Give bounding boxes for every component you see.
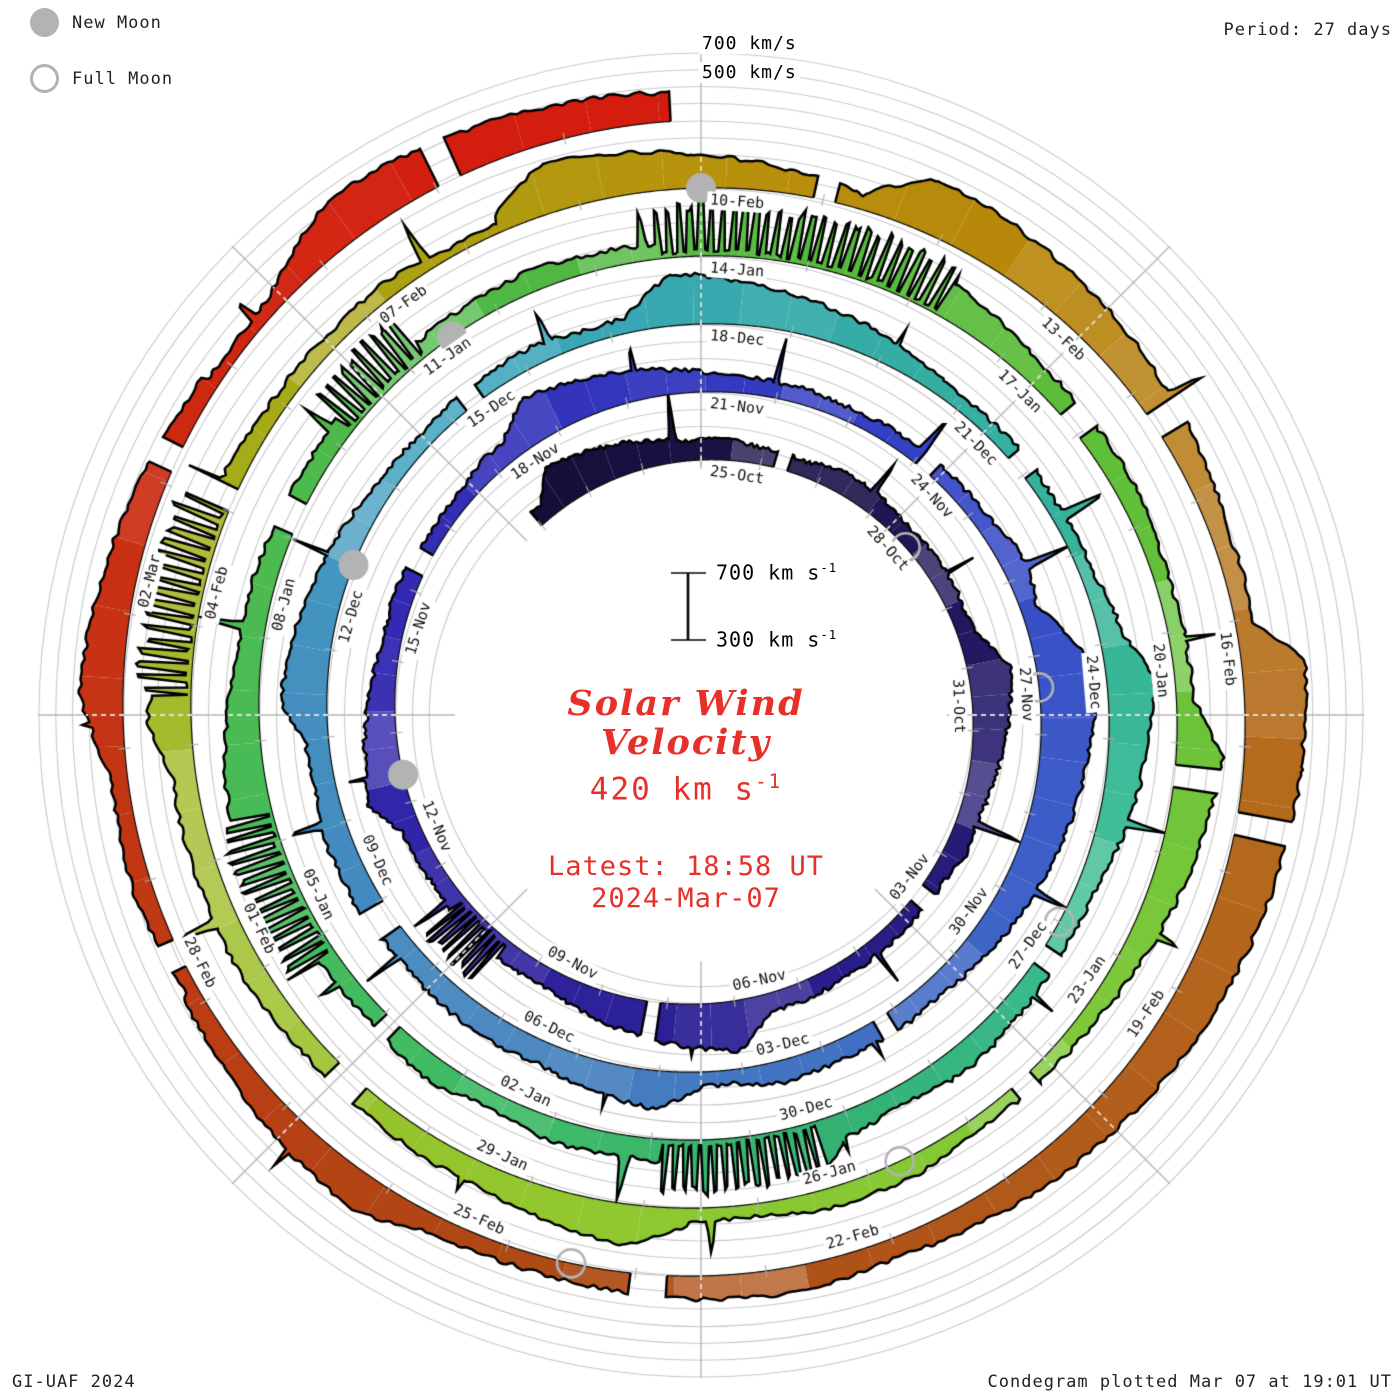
plotted-time-label: Condegram plotted Mar 07 at 19:01 UT (987, 1372, 1392, 1392)
scale-top-text: 700 km s (716, 560, 821, 585)
credit-label: GI-UAF 2024 (12, 1372, 136, 1392)
current-velocity-sup: -1 (755, 770, 783, 793)
scale-bottom-label: 300 km s-1 (714, 627, 840, 652)
latest-time-label: Latest: 18:58 UT (547, 851, 825, 883)
scale-bottom-sup: -1 (820, 627, 838, 642)
chart-title-line1: Solar Wind (567, 683, 805, 724)
legend-full-moon-label: Full Moon (72, 69, 174, 89)
scale-top-sup: -1 (820, 560, 838, 575)
full-moon-icon (30, 64, 59, 93)
grid-500-label: 500 km/s (699, 62, 800, 83)
scale-bottom-text: 300 km s (716, 627, 821, 652)
new-moon-icon (30, 8, 59, 37)
grid-700-label: 700 km/s (699, 33, 800, 54)
latest-date-label: 2024-Mar-07 (591, 883, 781, 915)
current-velocity-value: 420 km s-1 (451, 770, 921, 807)
center-text-block: Solar Wind Velocity 420 km s-1 Latest: 1… (451, 684, 921, 914)
current-velocity-text: 420 km s (589, 771, 756, 808)
legend-new-moon-label: New Moon (72, 13, 162, 33)
chart-title-line2: Velocity (601, 722, 771, 763)
period-label: Period: 27 days (1223, 20, 1392, 40)
scale-top-label: 700 km s-1 (714, 560, 840, 585)
